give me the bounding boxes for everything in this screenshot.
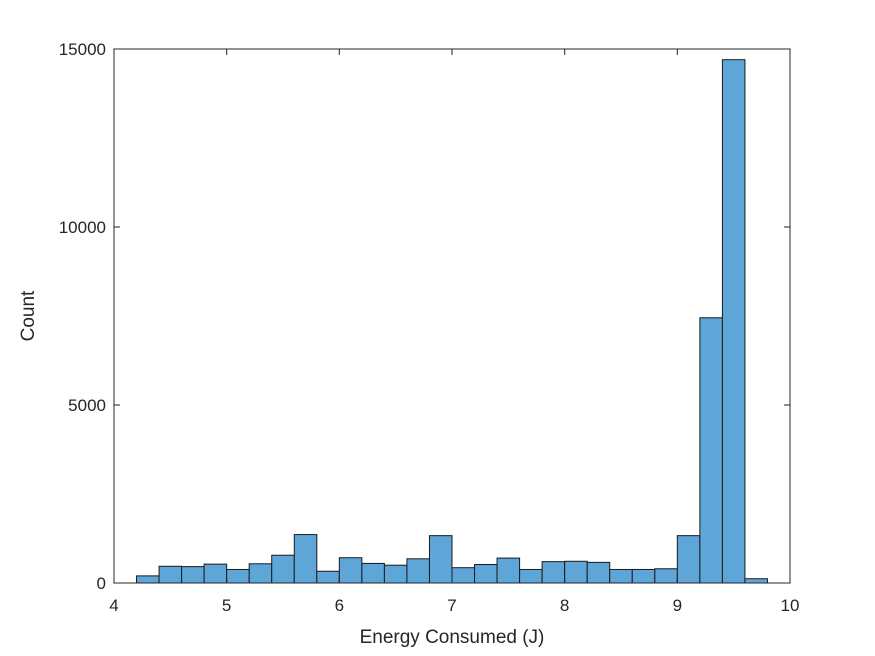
histogram-bar bbox=[226, 568, 250, 584]
x-tick-label: 10 bbox=[781, 596, 800, 615]
tick-labels: 4 5 6 7 8 9 10 0 5000 10000 15000 bbox=[59, 40, 800, 615]
histogram-bar bbox=[564, 560, 588, 584]
histogram-bar bbox=[699, 317, 723, 584]
histogram-bar bbox=[474, 563, 498, 584]
histogram-bar bbox=[383, 564, 408, 584]
y-tick-label: 10000 bbox=[59, 218, 106, 237]
histogram-bar bbox=[721, 59, 746, 584]
histogram-bar bbox=[428, 535, 453, 584]
y-tick-label: 0 bbox=[97, 574, 106, 593]
histogram-bar bbox=[293, 534, 318, 584]
histogram-bar bbox=[519, 568, 543, 584]
plot-area bbox=[114, 49, 790, 583]
x-axis-label: Energy Consumed (J) bbox=[360, 627, 545, 648]
histogram-bar bbox=[203, 563, 228, 584]
histogram-bar bbox=[158, 565, 183, 584]
histogram-bar bbox=[316, 570, 340, 584]
x-tick-label: 6 bbox=[335, 596, 344, 615]
histogram-bar bbox=[744, 578, 768, 584]
x-tick-label: 7 bbox=[447, 596, 456, 615]
x-tick-label: 8 bbox=[560, 596, 569, 615]
histogram-bar bbox=[676, 535, 701, 584]
histogram-bar bbox=[654, 568, 678, 584]
histogram-bar bbox=[136, 575, 160, 584]
histogram-bar bbox=[586, 561, 611, 584]
x-tick-label: 5 bbox=[222, 596, 231, 615]
x-tick-label: 4 bbox=[109, 596, 118, 615]
histogram-bar bbox=[248, 563, 273, 584]
y-tick-label: 15000 bbox=[59, 40, 106, 59]
histogram-bar bbox=[451, 567, 476, 584]
histogram-bar bbox=[181, 566, 205, 584]
histogram-bars bbox=[136, 59, 768, 584]
histogram-bar bbox=[406, 558, 430, 584]
histogram-bar bbox=[338, 557, 363, 584]
axes-box bbox=[113, 48, 791, 584]
y-tick-label: 5000 bbox=[68, 396, 106, 415]
histogram-bar bbox=[271, 554, 295, 584]
histogram-bar bbox=[609, 568, 633, 584]
histogram-bar bbox=[361, 562, 385, 584]
histogram-bar bbox=[541, 561, 566, 584]
histogram-bar bbox=[496, 557, 521, 584]
y-axis-label: Count bbox=[18, 290, 39, 341]
histogram-bar bbox=[631, 568, 656, 584]
x-tick-label: 9 bbox=[673, 596, 682, 615]
